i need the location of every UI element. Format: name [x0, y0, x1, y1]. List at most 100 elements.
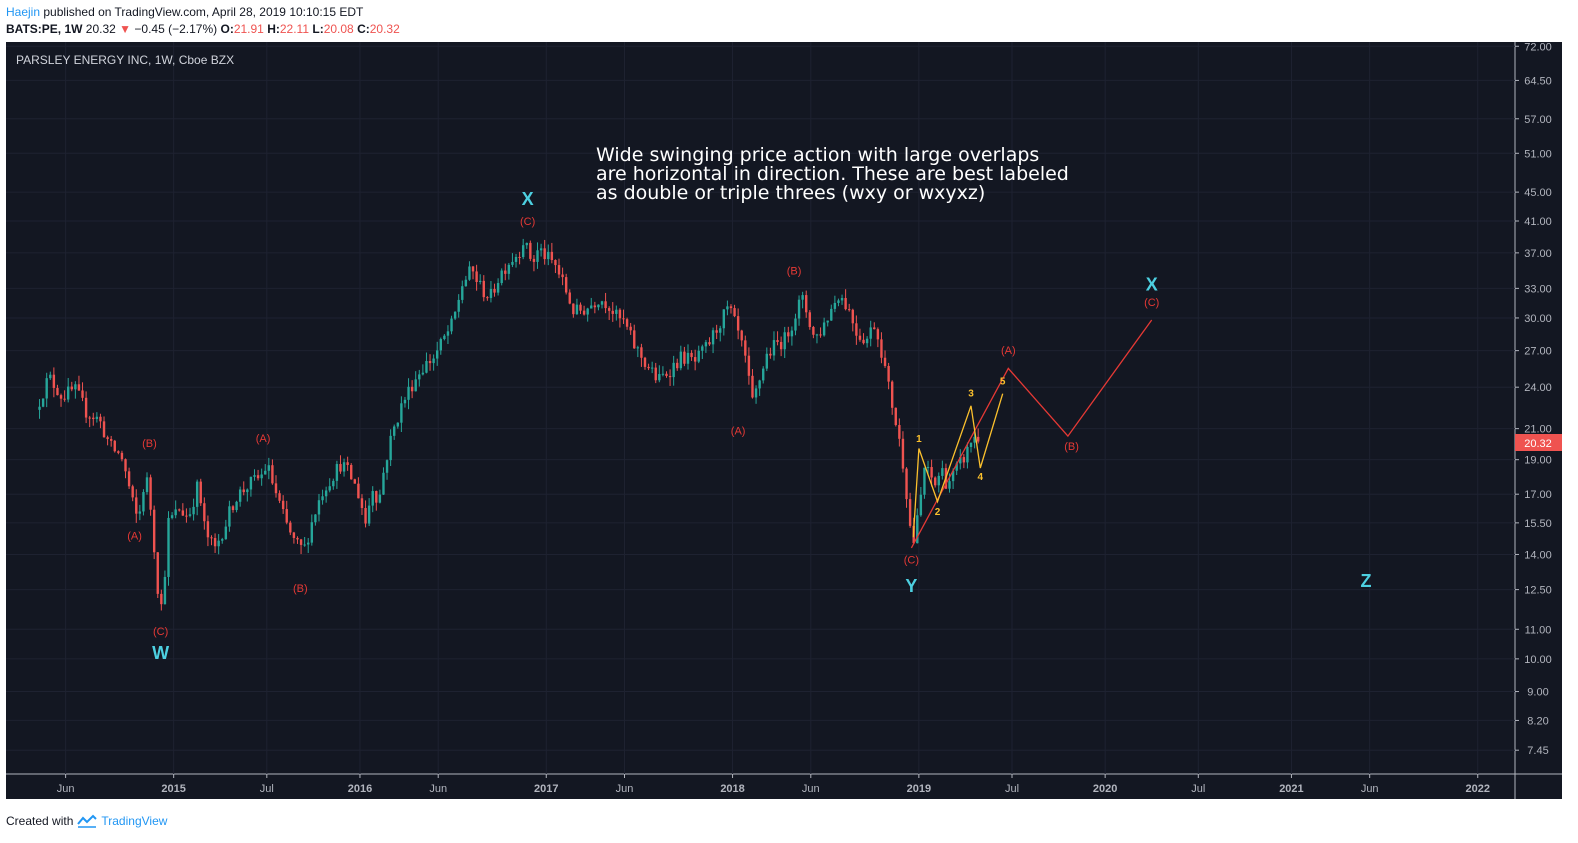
candle-body — [758, 380, 761, 389]
wave-lines — [910, 319, 1153, 549]
price-tick-label: 11.00 — [1525, 624, 1552, 636]
last-price-tag: 20.32 — [1515, 434, 1562, 451]
candle-body — [858, 335, 862, 340]
candle-body — [403, 399, 407, 404]
candle-body — [951, 470, 955, 482]
candle-body — [120, 452, 124, 460]
price-tick-label: 9.00 — [1527, 687, 1548, 699]
candle-body — [837, 300, 840, 303]
candle-body — [604, 301, 607, 309]
price-tick-label: 33.00 — [1524, 283, 1552, 295]
candle-body — [489, 288, 493, 298]
candle-body — [160, 593, 163, 605]
price-chart[interactable]: W X Y X Z (A) (B) (C) (A) (B) (C) (A) (B) (C) (A) (B) (C… — [0, 42, 1578, 803]
candle-body — [779, 341, 783, 350]
red-wave-projection — [910, 319, 1153, 549]
candle-body — [668, 375, 672, 378]
candle-body — [113, 440, 116, 452]
candle-body — [199, 481, 202, 504]
candle-body — [590, 305, 593, 309]
candle-body — [357, 483, 360, 499]
wave-label: (A) — [1001, 345, 1016, 357]
time-tick-label: 2018 — [720, 783, 744, 795]
candle-body — [246, 489, 249, 493]
candle-body — [364, 507, 367, 524]
author-link[interactable]: Haejin — [6, 5, 41, 19]
candle-body — [292, 532, 296, 538]
time-axis[interactable] — [6, 774, 1515, 799]
candle-body — [622, 318, 625, 320]
candle-body — [486, 297, 489, 299]
legend-title: PARSLEY ENERGY INC, 1W, Cboe BZX — [16, 53, 234, 67]
candle-body — [66, 386, 70, 400]
tradingview-brand-link[interactable]: TradingView — [101, 814, 168, 828]
candle-body — [722, 309, 726, 329]
wave-label: (C) — [153, 626, 168, 638]
candle-body — [468, 266, 471, 280]
candle-body — [400, 403, 403, 423]
candle-body — [661, 373, 665, 375]
candle-body — [317, 500, 321, 515]
low-label: L: — [312, 22, 324, 36]
wave-label: (B) — [1064, 441, 1079, 453]
candle-body — [156, 552, 159, 594]
candle-body — [221, 539, 224, 541]
annotation-text[interactable]: Wide swinging price action with large ov… — [596, 144, 1069, 204]
chart-background — [6, 42, 1515, 774]
candle-body — [88, 417, 91, 419]
candle-body — [389, 435, 392, 461]
candle-body — [554, 259, 557, 266]
candle-body — [124, 459, 127, 472]
candle-body — [719, 328, 722, 333]
candle-body — [776, 340, 779, 342]
price-axis[interactable] — [1515, 42, 1562, 799]
candle-body — [478, 280, 482, 282]
candle-body — [102, 421, 106, 438]
candle-body — [679, 351, 683, 369]
candle-body — [307, 542, 310, 545]
candle-body — [561, 274, 564, 278]
candle-body — [772, 340, 776, 356]
time-tick-label: 2021 — [1279, 783, 1303, 795]
candle-body — [937, 475, 940, 486]
candle-body — [539, 248, 543, 251]
candle-body — [332, 480, 335, 487]
candle-body — [822, 322, 826, 336]
wave-label: X — [522, 189, 534, 209]
candle-body — [228, 506, 231, 527]
candle-body — [765, 353, 769, 369]
candle-body — [471, 266, 475, 272]
candle-body — [564, 277, 568, 293]
grid-lines — [6, 42, 1515, 774]
last-price: 20.32 — [85, 22, 116, 36]
candle-body — [496, 283, 500, 293]
candle-body — [518, 256, 521, 258]
candle-body — [145, 477, 149, 493]
candle-body — [790, 330, 794, 337]
candle-body — [314, 514, 317, 523]
yellow-impulse-wave — [912, 393, 1004, 538]
candle-body — [916, 515, 919, 544]
candle-body — [299, 539, 303, 545]
candle-body — [453, 311, 457, 319]
candle-body — [690, 352, 693, 358]
candle-body — [797, 299, 801, 319]
high-label: H: — [267, 22, 280, 36]
wave-label: (A) — [731, 426, 746, 438]
candle-body — [92, 417, 95, 420]
candle-body — [876, 329, 880, 340]
candle-body — [658, 374, 661, 381]
candle-body — [769, 353, 772, 356]
wave-label: (A) — [127, 530, 142, 542]
candle-body — [45, 378, 48, 399]
price-tick-label: 37.00 — [1524, 248, 1552, 260]
candle-body — [754, 388, 758, 398]
candle-body — [181, 510, 185, 516]
candle-body — [783, 332, 786, 350]
price-tick-label: 30.00 — [1524, 313, 1552, 325]
candle-body — [955, 463, 958, 471]
candle-body — [697, 350, 700, 362]
candle-body — [421, 372, 425, 375]
candle-body — [926, 467, 930, 469]
candle-body — [210, 537, 213, 539]
